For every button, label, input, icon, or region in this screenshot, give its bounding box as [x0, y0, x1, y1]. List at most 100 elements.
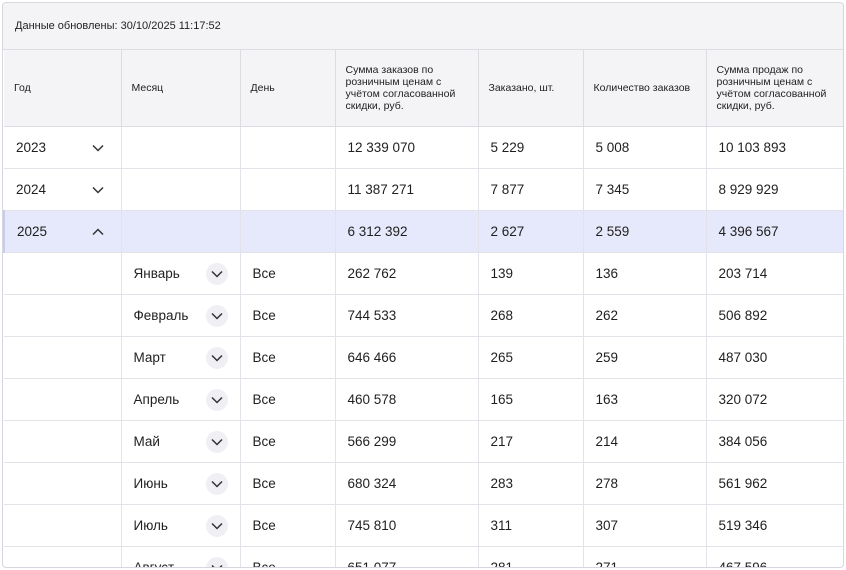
- ordered-pcs-cell: 2 627: [478, 210, 584, 253]
- ordered-pcs-cell: 217: [478, 420, 584, 463]
- sum-orders-cell: 566 299: [335, 420, 479, 463]
- chevron-down-icon[interactable]: [205, 472, 228, 495]
- day-cell[interactable]: Все: [240, 420, 336, 463]
- month-label: Январь: [133, 266, 180, 281]
- day-cell[interactable]: Все: [240, 336, 336, 379]
- month-label: Июнь: [133, 476, 168, 491]
- table-row-year: 2025 6 312 392 2 627 2 559 4 396 567: [3, 210, 843, 253]
- month-cell: Февраль: [121, 294, 241, 337]
- year-label: 2023: [16, 140, 47, 155]
- day-cell[interactable]: Все: [240, 504, 336, 547]
- year-cell: [4, 546, 122, 567]
- sum-orders-cell: 651 077: [335, 546, 479, 567]
- day-cell[interactable]: Все: [240, 378, 336, 421]
- year-cell: [4, 462, 122, 505]
- day-cell: [240, 126, 336, 169]
- ordered-pcs-cell: 139: [478, 252, 584, 295]
- sum-orders-cell: 262 762: [335, 252, 479, 295]
- month-cell-content: Январь: [133, 262, 228, 285]
- order-count-cell: 278: [583, 462, 707, 505]
- year-cell: 2025: [3, 210, 122, 253]
- header-order-count[interactable]: Количество заказов: [583, 50, 707, 127]
- chevron-down-icon[interactable]: [205, 304, 228, 327]
- header-ordered-pcs[interactable]: Заказано, шт.: [478, 50, 584, 127]
- month-label: Май: [133, 434, 160, 449]
- year-cell: [4, 504, 122, 547]
- month-label: Март: [133, 350, 166, 365]
- sum-sales-cell: 384 056: [706, 420, 843, 463]
- table-row-month: Апрель Все 460 578 165 163 320 072: [4, 378, 843, 421]
- chevron-down-icon[interactable]: [205, 346, 228, 369]
- year-cell: [4, 294, 122, 337]
- month-label: Август: [133, 560, 175, 568]
- year-cell: 2024: [4, 168, 122, 211]
- month-label: Февраль: [133, 308, 189, 323]
- chevron-up-icon[interactable]: [87, 221, 109, 243]
- month-cell: Май: [121, 420, 241, 463]
- sum-sales-cell: 8 929 929: [706, 168, 843, 211]
- ordered-pcs-cell: 265: [478, 336, 584, 379]
- year-cell: 2023: [4, 126, 122, 169]
- table-body: 2023 12 339 070 5 229 5 008 10 103 893 2024 11…: [3, 126, 843, 568]
- table-row-year: 2023 12 339 070 5 229 5 008 10 103 893: [4, 126, 843, 169]
- day-cell: [240, 210, 336, 253]
- day-cell[interactable]: Все: [240, 462, 336, 505]
- ordered-pcs-cell: 268: [478, 294, 584, 337]
- sum-orders-cell: 6 312 392: [335, 210, 479, 253]
- chevron-down-icon[interactable]: [205, 262, 228, 285]
- table-row-month: Февраль Все 744 533 268 262 506 892: [4, 294, 843, 337]
- ordered-pcs-cell: 5 229: [478, 126, 584, 169]
- sum-orders-cell: 460 578: [335, 378, 479, 421]
- month-label: Июль: [133, 518, 168, 533]
- header-year[interactable]: Год: [4, 50, 122, 127]
- ordered-pcs-cell: 7 877: [478, 168, 584, 211]
- chevron-down-icon[interactable]: [205, 556, 228, 567]
- day-cell[interactable]: Все: [240, 294, 336, 337]
- header-sum-orders[interactable]: Сумма заказов по розничным ценам с учёто…: [335, 50, 479, 127]
- sum-orders-cell: 646 466: [335, 336, 479, 379]
- order-count-cell: 5 008: [583, 126, 707, 169]
- day-cell[interactable]: Все: [240, 252, 336, 295]
- chevron-down-icon[interactable]: [205, 430, 228, 453]
- chevron-down-icon[interactable]: [205, 514, 228, 537]
- sum-sales-cell: 10 103 893: [706, 126, 843, 169]
- ordered-pcs-cell: 311: [478, 504, 584, 547]
- month-cell-content: Март: [133, 346, 228, 369]
- order-count-cell: 2 559: [583, 210, 707, 253]
- header-day[interactable]: День: [240, 50, 336, 127]
- day-cell[interactable]: Все: [240, 546, 336, 567]
- sum-sales-cell: 506 892: [706, 294, 843, 337]
- order-count-cell: 262: [583, 294, 707, 337]
- sum-sales-cell: 487 030: [706, 336, 843, 379]
- ordered-pcs-cell: 165: [478, 378, 584, 421]
- year-label: 2025: [17, 224, 48, 239]
- sum-sales-cell: 4 396 567: [706, 210, 843, 253]
- ordered-pcs-cell: 283: [478, 462, 584, 505]
- header-sum-sales[interactable]: Сумма продаж по розничным ценам с учётом…: [706, 50, 843, 127]
- sum-orders-cell: 12 339 070: [335, 126, 479, 169]
- table-row-month: Март Все 646 466 265 259 487 030: [4, 336, 843, 379]
- order-count-cell: 271: [583, 546, 707, 567]
- sum-sales-cell: 519 346: [706, 504, 843, 547]
- sales-table: Год Месяц День Сумма заказов по розничны…: [3, 50, 843, 568]
- chevron-down-icon[interactable]: [87, 137, 109, 159]
- table-header-row: Год Месяц День Сумма заказов по розничны…: [4, 50, 843, 127]
- order-count-cell: 7 345: [583, 168, 707, 211]
- ordered-pcs-cell: 281: [478, 546, 584, 567]
- table-row-month: Июнь Все 680 324 283 278 561 962: [4, 462, 843, 505]
- month-cell-content: Февраль: [133, 304, 228, 327]
- sum-orders-cell: 744 533: [335, 294, 479, 337]
- year-cell: [4, 336, 122, 379]
- month-cell-content: Июнь: [133, 472, 228, 495]
- month-cell-content: Июль: [133, 514, 228, 537]
- month-cell: Август: [121, 546, 241, 568]
- sum-orders-cell: 11 387 271: [335, 168, 479, 211]
- header-month[interactable]: Месяц: [121, 50, 241, 127]
- chevron-down-icon[interactable]: [205, 388, 228, 411]
- month-cell: Апрель: [121, 378, 241, 421]
- order-count-cell: 307: [583, 504, 707, 547]
- month-cell: [121, 126, 241, 169]
- chevron-down-icon[interactable]: [87, 179, 109, 201]
- order-count-cell: 259: [583, 336, 707, 379]
